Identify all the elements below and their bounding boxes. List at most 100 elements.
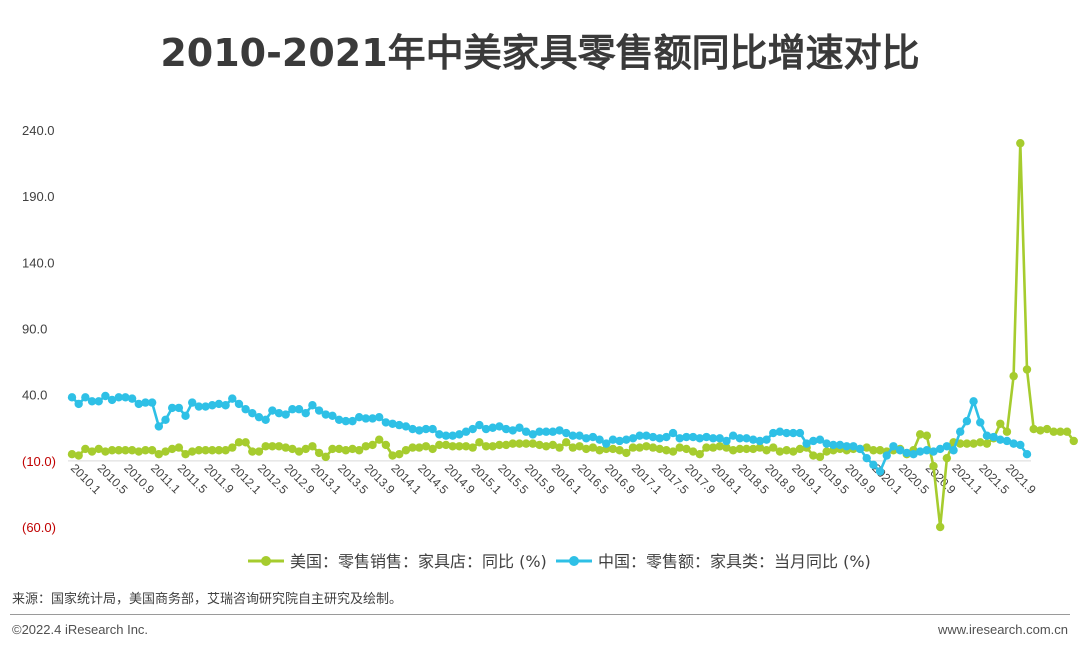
cn-data-point — [802, 439, 811, 448]
cn-data-point — [475, 420, 484, 430]
cn-data-point — [835, 440, 845, 450]
cn-data-point — [976, 418, 985, 427]
cn-data-point — [795, 428, 805, 438]
cn-data-point — [74, 399, 83, 409]
us-data-point — [775, 447, 785, 456]
cn-data-point — [882, 451, 891, 460]
us-data-point — [608, 444, 618, 454]
us-data-point — [622, 448, 631, 458]
cn-data-point — [648, 432, 658, 442]
us-data-point — [81, 444, 90, 454]
us-data-point — [421, 442, 431, 451]
cn-data-point — [428, 424, 437, 434]
us-data-point — [915, 430, 925, 439]
us-data-point — [956, 439, 965, 448]
cn-data-point — [735, 434, 745, 443]
us-data-point — [675, 443, 684, 452]
cn-data-point — [855, 444, 865, 454]
us-data-point — [321, 452, 330, 462]
us-data-point — [582, 444, 591, 454]
cn-data-point — [388, 419, 397, 428]
cn-data-point — [588, 432, 598, 442]
cn-data-point — [221, 401, 230, 410]
us-data-point — [782, 446, 791, 455]
legend-cn-label: 中国：零售额：家具类：当月同比 (%) — [598, 552, 871, 571]
cn-data-point — [201, 402, 210, 411]
cn-data-point — [1009, 439, 1018, 448]
us-data-point — [348, 444, 357, 454]
us-data-point — [341, 446, 351, 455]
cn-data-point — [1022, 450, 1032, 459]
x-tick-label: 2021.9 — [1003, 461, 1039, 497]
cn-data-point — [875, 467, 885, 476]
cn-data-point — [688, 432, 698, 442]
us-data-point — [281, 443, 290, 452]
cn-data-point — [174, 403, 184, 413]
us-data-point — [395, 450, 404, 459]
legend-cn-marker — [569, 556, 579, 566]
cn-data-point — [448, 431, 457, 440]
us-data-point — [728, 446, 738, 455]
cn-data-point — [375, 412, 384, 422]
cn-data-point — [1016, 440, 1025, 450]
cn-data-point — [775, 427, 785, 436]
cn-data-point — [956, 427, 965, 436]
cn-data-point — [348, 416, 357, 426]
cn-data-point — [541, 427, 551, 436]
cn-data-point — [575, 431, 584, 440]
us-data-point — [501, 440, 511, 450]
us-data-point — [528, 439, 538, 448]
cn-data-point — [488, 423, 497, 432]
cn-data-point — [268, 406, 277, 415]
us-data-point — [308, 442, 317, 451]
us-data-point — [455, 442, 464, 451]
us-data-point — [214, 446, 224, 455]
source-note: 来源：国家统计局，美国商务部，艾瑞咨询研究院自主研究及绘制。 — [12, 592, 403, 607]
cn-data-point — [668, 428, 678, 438]
cn-data-point — [321, 410, 330, 419]
y-tick-label: 140.0 — [22, 255, 55, 270]
cn-data-point — [188, 398, 197, 407]
us-data-point — [548, 440, 558, 450]
y-tick-label: 40.0 — [22, 388, 47, 403]
cn-data-point — [889, 442, 898, 451]
us-data-point — [234, 438, 244, 447]
us-data-point — [134, 447, 143, 456]
cn-data-point — [328, 411, 337, 421]
cn-data-point — [94, 397, 103, 406]
us-data-point — [288, 444, 297, 454]
cn-data-point — [922, 446, 932, 455]
website-link[interactable]: www.iresearch.com.cn — [937, 622, 1068, 637]
cn-data-point — [535, 427, 544, 436]
cn-data-point — [909, 450, 918, 459]
us-data-point — [996, 419, 1005, 428]
us-data-point — [188, 447, 197, 456]
us-data-point — [769, 443, 778, 452]
cn-data-point — [849, 442, 858, 451]
cn-data-point — [842, 442, 851, 451]
us-data-point — [167, 444, 177, 454]
cn-data-point — [147, 398, 157, 407]
us-data-point — [461, 442, 471, 451]
us-data-point — [241, 438, 250, 447]
cn-data-point — [622, 435, 631, 444]
us-data-point — [982, 439, 992, 448]
cn-data-point — [969, 397, 978, 406]
us-data-point — [1009, 371, 1018, 381]
y-tick-label: 190.0 — [22, 189, 55, 204]
y-tick-label: (60.0) — [22, 520, 56, 535]
cn-data-point — [87, 397, 97, 406]
us-data-point — [354, 446, 364, 455]
us-data-point — [555, 443, 564, 452]
us-data-point — [875, 446, 885, 455]
us-data-point — [735, 444, 745, 454]
us-data-point — [935, 522, 945, 532]
us-data-point — [101, 447, 110, 456]
cn-data-point — [441, 431, 451, 440]
cn-data-point — [782, 428, 791, 438]
us-data-point — [1069, 436, 1078, 446]
us-data-point — [174, 443, 184, 452]
cn-data-point — [702, 432, 711, 442]
cn-data-point — [695, 434, 704, 443]
cn-data-point — [521, 427, 531, 436]
